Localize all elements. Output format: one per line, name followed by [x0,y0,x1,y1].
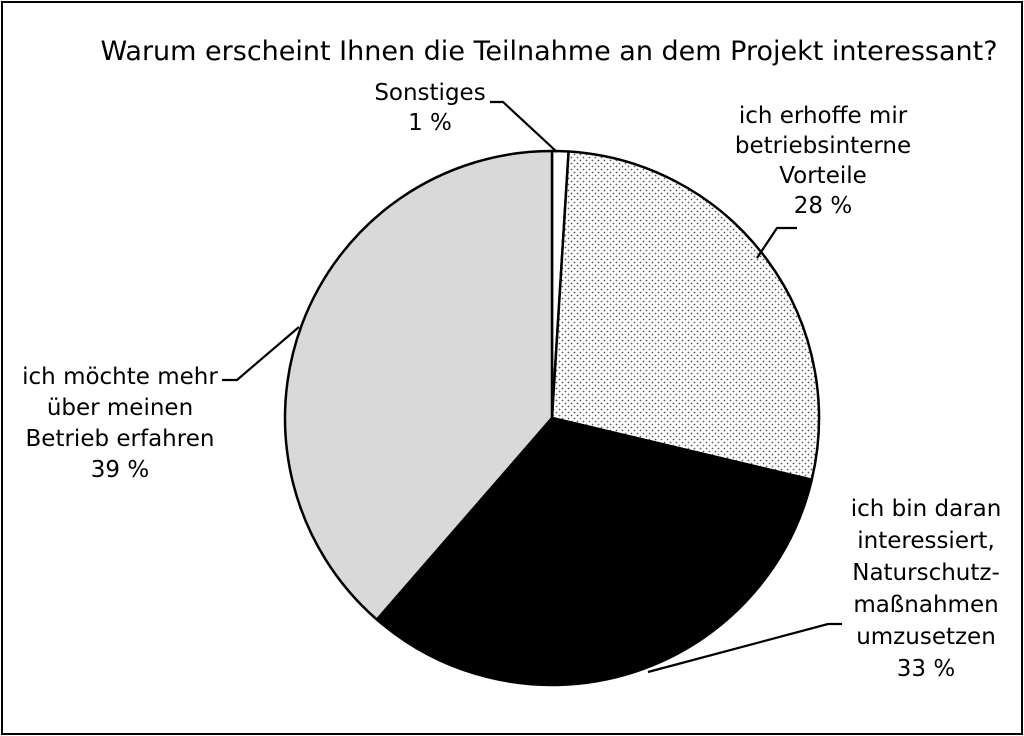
label-line-vorteile: betriebsinterne [735,133,911,159]
label-line-sonstiges: Sonstiges [374,80,485,106]
label-naturschutz: ich bin daran interessiert, Naturschutz-ma… [851,496,1002,682]
slice-vorteile [550,150,821,481]
label-line-vorteile: Vorteile [779,163,867,189]
leader-lines [222,100,842,674]
label-line-betrieb: ich möchte mehr [22,364,218,390]
leader-betrieb [222,326,300,382]
value-label-vorteile: 28 % [794,193,852,219]
slice-naturschutz [375,416,814,687]
label-vorteile: ich erhoffe mir betriebsinterne Vorteile 28… [735,103,911,219]
label-line-naturschutz: maßnahmen [853,592,998,618]
value-label-naturschutz: 33 % [897,656,955,682]
label-line-vorteile: ich erhoffe mir [739,103,908,129]
label-line-betrieb: über meinen [47,395,193,421]
pie-slices [283,149,821,687]
chart-title: Warum erscheint Ihnen die Teilnahme an d… [100,36,997,67]
leader-sonstiges [490,100,558,153]
label-line-naturschutz: umzusetzen [856,624,996,650]
leader-naturschutz [647,622,842,674]
leader-vorteile [756,226,797,259]
slice-betrieb [283,149,554,621]
label-betrieb: ich möchte mehr über meinen Betrieb erfahr… [22,364,218,483]
value-label-sonstiges: 1 % [408,110,452,136]
label-line-naturschutz: ich bin daran [851,496,1002,522]
slice-labels: Sonstiges 1 % ich erhoffe mir betriebsinter… [22,80,1001,682]
value-label-betrieb: 39 % [91,457,149,483]
label-line-naturschutz: Naturschutz- [852,560,1000,586]
label-sonstiges: Sonstiges 1 % [374,80,485,136]
label-line-betrieb: Betrieb erfahren [26,426,215,452]
label-line-naturschutz: interessiert, [857,528,995,554]
